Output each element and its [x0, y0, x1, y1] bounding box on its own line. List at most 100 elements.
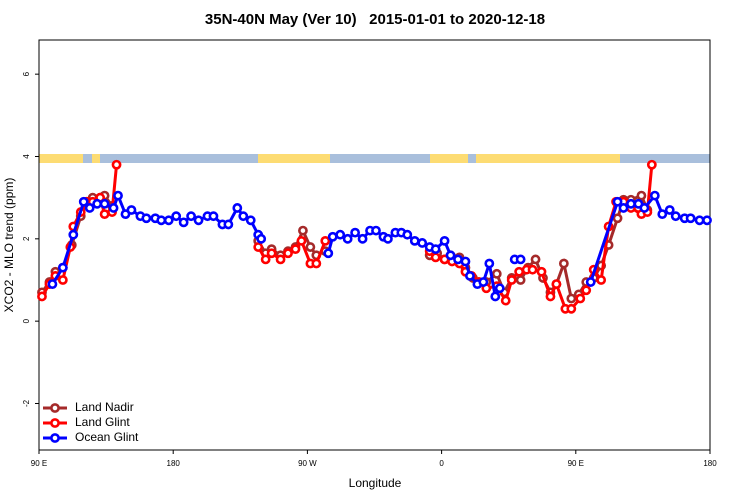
data-point: [465, 270, 475, 281]
y-tick-label: -2: [22, 399, 31, 407]
data-point: [430, 244, 441, 255]
data-point: [305, 242, 316, 252]
data-point: [163, 215, 174, 226]
data-point: [453, 254, 463, 265]
data-point: [670, 211, 681, 222]
data-point: [527, 264, 538, 275]
data-point: [612, 196, 623, 207]
data-point: [530, 254, 541, 265]
data-point: [342, 233, 353, 244]
land-band: [92, 154, 100, 163]
data-point: [685, 213, 696, 224]
data-point: [47, 279, 58, 290]
data-point: [335, 229, 346, 240]
land-ocean-band: [39, 154, 710, 163]
data-point: [298, 225, 308, 236]
data-point: [193, 215, 204, 226]
data-point: [84, 203, 95, 213]
data-point: [506, 275, 517, 285]
data-point: [515, 254, 526, 265]
ocean-band: [39, 154, 710, 163]
data-point: [383, 233, 393, 244]
y-tick-label: 4: [22, 154, 31, 159]
data-point: [57, 275, 68, 285]
land-band: [39, 154, 83, 163]
data-point: [646, 159, 657, 170]
data-point: [283, 248, 293, 259]
data-point: [111, 159, 122, 170]
data-point: [108, 203, 119, 213]
data-point: [618, 203, 629, 213]
land-band: [430, 154, 468, 163]
data-point: [491, 268, 502, 279]
data-point: [439, 235, 450, 246]
data-point: [232, 203, 243, 213]
data-point: [639, 203, 650, 213]
data-point: [57, 262, 68, 273]
data-point: [596, 275, 607, 285]
x-axis-label: Longitude: [349, 476, 402, 490]
data-point: [636, 190, 647, 201]
data-point: [551, 279, 562, 290]
data-point: [484, 258, 495, 269]
data-point: [445, 250, 456, 261]
data-point: [371, 225, 381, 236]
data-point: [545, 291, 556, 302]
legend-marker: [50, 403, 60, 413]
x-tick-label: 90 E: [31, 459, 47, 468]
data-point: [178, 217, 189, 228]
data-point: [558, 258, 569, 269]
data-point: [357, 233, 368, 244]
x-tick-label: 90 W: [298, 459, 317, 468]
data-point: [515, 275, 526, 285]
legend-label: Land Glint: [75, 415, 130, 429]
data-point: [566, 293, 577, 304]
data-point: [260, 254, 271, 265]
data-point: [694, 215, 705, 226]
data-point: [323, 248, 334, 259]
data-point: [581, 285, 592, 296]
data-point: [649, 190, 660, 201]
chart-title: 35N-40N May (Ver 10) 2015-01-01 to 2020-…: [205, 11, 545, 28]
data-point: [460, 256, 471, 267]
data-point: [327, 231, 338, 242]
data-point: [126, 205, 137, 215]
data-point: [99, 198, 110, 209]
data-point: [657, 209, 668, 220]
legend-label: Ocean Glint: [75, 430, 139, 444]
data-point: [702, 215, 712, 226]
y-tick-label: 0: [22, 318, 31, 323]
data-point: [141, 213, 152, 224]
x-tick-label: 180: [703, 459, 717, 468]
data-point: [223, 219, 234, 230]
y-tick-label: 2: [22, 236, 31, 241]
data-point: [275, 254, 286, 265]
x-tick-label: 0: [439, 459, 444, 468]
data-point: [536, 266, 547, 277]
legend-marker: [50, 418, 60, 428]
data-point: [500, 295, 511, 306]
data-point: [612, 213, 623, 224]
data-point: [266, 248, 277, 259]
data-point: [256, 233, 267, 244]
data-point: [402, 229, 413, 240]
data-point: [320, 235, 331, 246]
legend-marker: [50, 433, 60, 443]
data-point: [409, 235, 420, 246]
data-point: [478, 277, 489, 287]
data-point: [350, 227, 361, 238]
data-point: [311, 258, 322, 269]
data-point: [99, 209, 110, 220]
data-point: [566, 303, 577, 314]
data-point: [626, 198, 636, 209]
data-point: [430, 252, 441, 263]
data-point: [417, 238, 428, 248]
data-point: [296, 235, 307, 246]
x-tick-label: 180: [167, 459, 181, 468]
data-point: [208, 211, 219, 222]
data-point: [68, 229, 79, 240]
data-point: [490, 291, 501, 302]
data-point: [238, 211, 249, 222]
legend-label: Land Nadir: [75, 400, 134, 414]
